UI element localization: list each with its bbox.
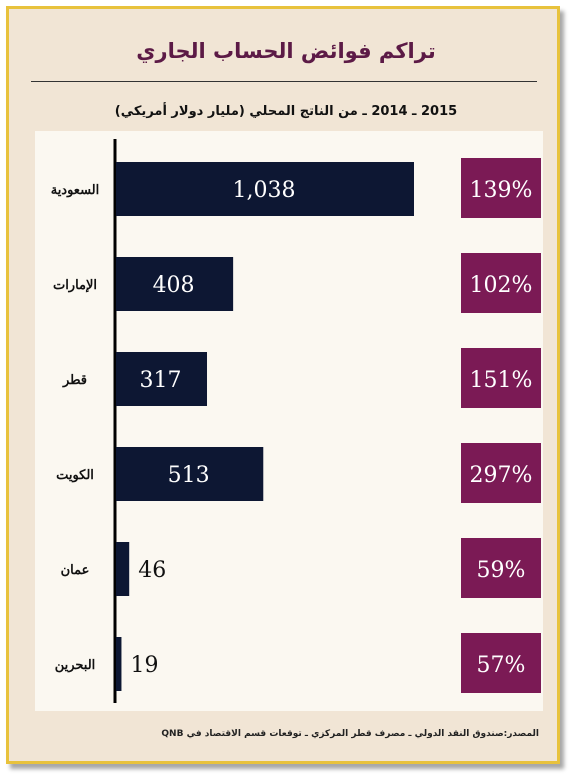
bar — [116, 257, 234, 311]
value-label: 408 — [153, 273, 195, 298]
percent-box — [461, 538, 541, 598]
chart-subtitle: 2015 ـ 2014 ـ من الناتج المحلي (مليار دو… — [114, 104, 458, 119]
percent-label: 102% — [470, 273, 533, 298]
percent-label: 139% — [470, 178, 533, 203]
category-label: الكويت — [56, 468, 94, 483]
bar — [116, 637, 122, 691]
value-label: 19 — [130, 653, 158, 678]
bar — [116, 162, 414, 216]
chart-title: تراكم فوائض الحساب الجاري — [136, 39, 436, 63]
percent-label: 151% — [470, 368, 533, 393]
value-label: 513 — [168, 463, 210, 488]
percent-box — [461, 633, 541, 693]
category-label: قطر — [62, 373, 87, 388]
percent-box — [461, 443, 541, 503]
percent-box — [461, 158, 541, 218]
value-label: 317 — [140, 368, 182, 393]
chart-frame: تراكم فوائض الحساب الجاري 2015 ـ 2014 ـ … — [6, 6, 560, 764]
bar — [116, 542, 130, 596]
category-label: السعودية — [51, 183, 100, 198]
percent-label: 57% — [477, 653, 526, 678]
bar — [116, 447, 264, 501]
category-label: الإمارات — [53, 278, 97, 293]
bar — [116, 352, 208, 406]
category-label: البحرين — [55, 658, 96, 673]
value-label: 46 — [138, 558, 166, 583]
category-label: عمان — [61, 563, 90, 578]
percent-box — [461, 253, 541, 313]
percent-box — [461, 348, 541, 408]
title-divider — [31, 81, 537, 82]
value-label: 1,038 — [233, 178, 296, 203]
plot-panel: السعودية 1,038 139% الإمارات 408 102% قطر 317 15… — [35, 131, 543, 711]
source-note: المصدر:صندوق النقد الدولي ـ مصرف قطر الم… — [161, 729, 539, 739]
bar-chart: السعودية 1,038 139% الإمارات 408 102% قطر 317 15… — [51, 139, 541, 703]
percent-label: 297% — [470, 463, 533, 488]
percent-label: 59% — [477, 558, 526, 583]
